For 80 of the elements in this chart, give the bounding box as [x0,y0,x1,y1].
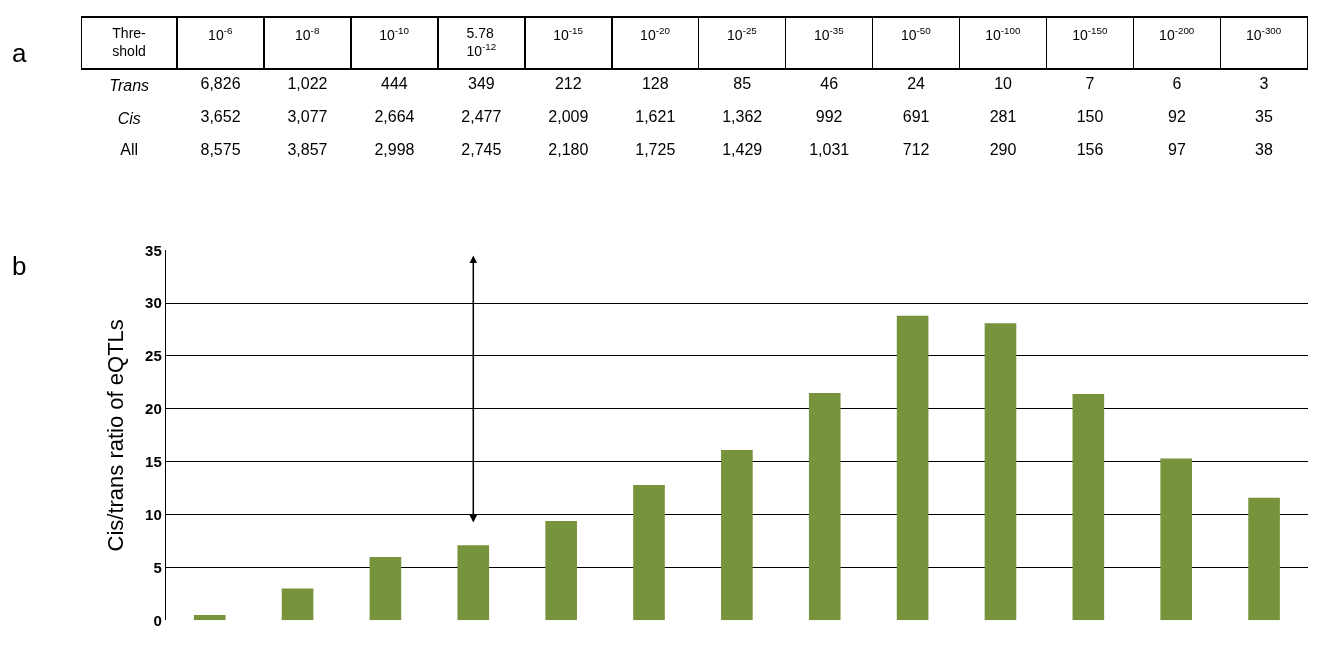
text: 10 [994,75,1013,92]
text: 38 [1255,141,1273,158]
text: 10$^{-50}$ [900,25,932,43]
text: 1,429 [722,141,763,158]
text: 290 [989,141,1017,158]
text: 444 [381,75,408,92]
text: 2,998 [374,141,415,158]
y-tick-label: 10 [145,505,162,523]
text: 2,009 [548,108,589,125]
text: 2,664 [374,108,415,125]
text: 1,031 [809,141,850,158]
bar [1248,497,1280,621]
text: 10$^{-20}$ [640,25,671,43]
bar [281,588,314,621]
text: 10$^{-300}$ [1246,25,1282,43]
y-tick-label: 0 [153,611,162,629]
text: 3,857 [287,141,328,158]
y-axis-title: Cis/trans ratio of eQTLs [102,319,128,552]
bar [808,393,841,621]
y-tick-label: 30 [145,294,162,312]
text: 6,826 [200,75,241,92]
y-tick-label: 25 [145,347,162,365]
text: 3,077 [287,108,328,125]
text: 128 [641,75,669,92]
text: 1,725 [635,141,676,158]
y-tick-label: 20 [145,400,162,418]
text: 150 [1076,108,1104,125]
text: 3,652 [200,108,241,125]
text: 281 [989,108,1017,125]
text: 5.78 10$^{-12}$ [466,25,497,60]
text: 1,621 [635,108,676,125]
text: 85 [733,75,752,92]
text: 10$^{-10}$ [379,25,410,43]
text: 10$^{-200}$ [1159,25,1195,43]
text: 24 [907,75,926,92]
y-tick-label: 35 [145,241,162,259]
text: 92 [1168,108,1186,125]
text: 992 [815,108,843,125]
bar [896,315,929,621]
text: 10$^{-25}$ [727,25,758,43]
bar [721,450,753,621]
y-tick-label: 15 [145,452,162,470]
y-tick-label: 5 [153,558,162,576]
text: Trans [109,77,150,94]
text: 8,575 [200,141,241,158]
text: 97 [1168,141,1186,158]
bar [1072,394,1105,621]
text: Thre- shold [112,25,147,60]
text: 35 [1255,108,1273,125]
text: 2,477 [461,108,502,125]
text: 10$^{-100}$ [985,25,1021,43]
text: a [12,38,27,68]
text: 1,022 [287,75,328,92]
bar [984,323,1017,621]
text: 2,180 [548,141,589,158]
text: b [12,251,27,281]
text: 1,362 [722,108,763,125]
text: 349 [468,75,495,92]
text: 46 [820,75,839,92]
text: 7 [1085,75,1095,92]
bar [633,484,665,621]
text: 10$^{-35}$ [814,25,845,43]
text: 691 [902,108,930,125]
text: 2,745 [461,141,502,158]
text: 10$^{-6}$ [208,25,233,43]
text: 10$^{-8}$ [295,25,320,43]
text: Cis [117,110,141,127]
text: 712 [902,141,930,158]
text: 10$^{-15}$ [553,25,584,43]
text: 6 [1172,75,1182,92]
text: 212 [554,75,582,92]
text: 10$^{-150}$ [1072,25,1108,43]
bar [545,520,577,621]
bar [193,615,226,621]
bar [369,556,402,621]
bar [457,545,490,621]
text: All [120,141,139,158]
text: 3 [1259,75,1269,92]
bar [1160,458,1193,621]
text: 156 [1076,141,1104,158]
